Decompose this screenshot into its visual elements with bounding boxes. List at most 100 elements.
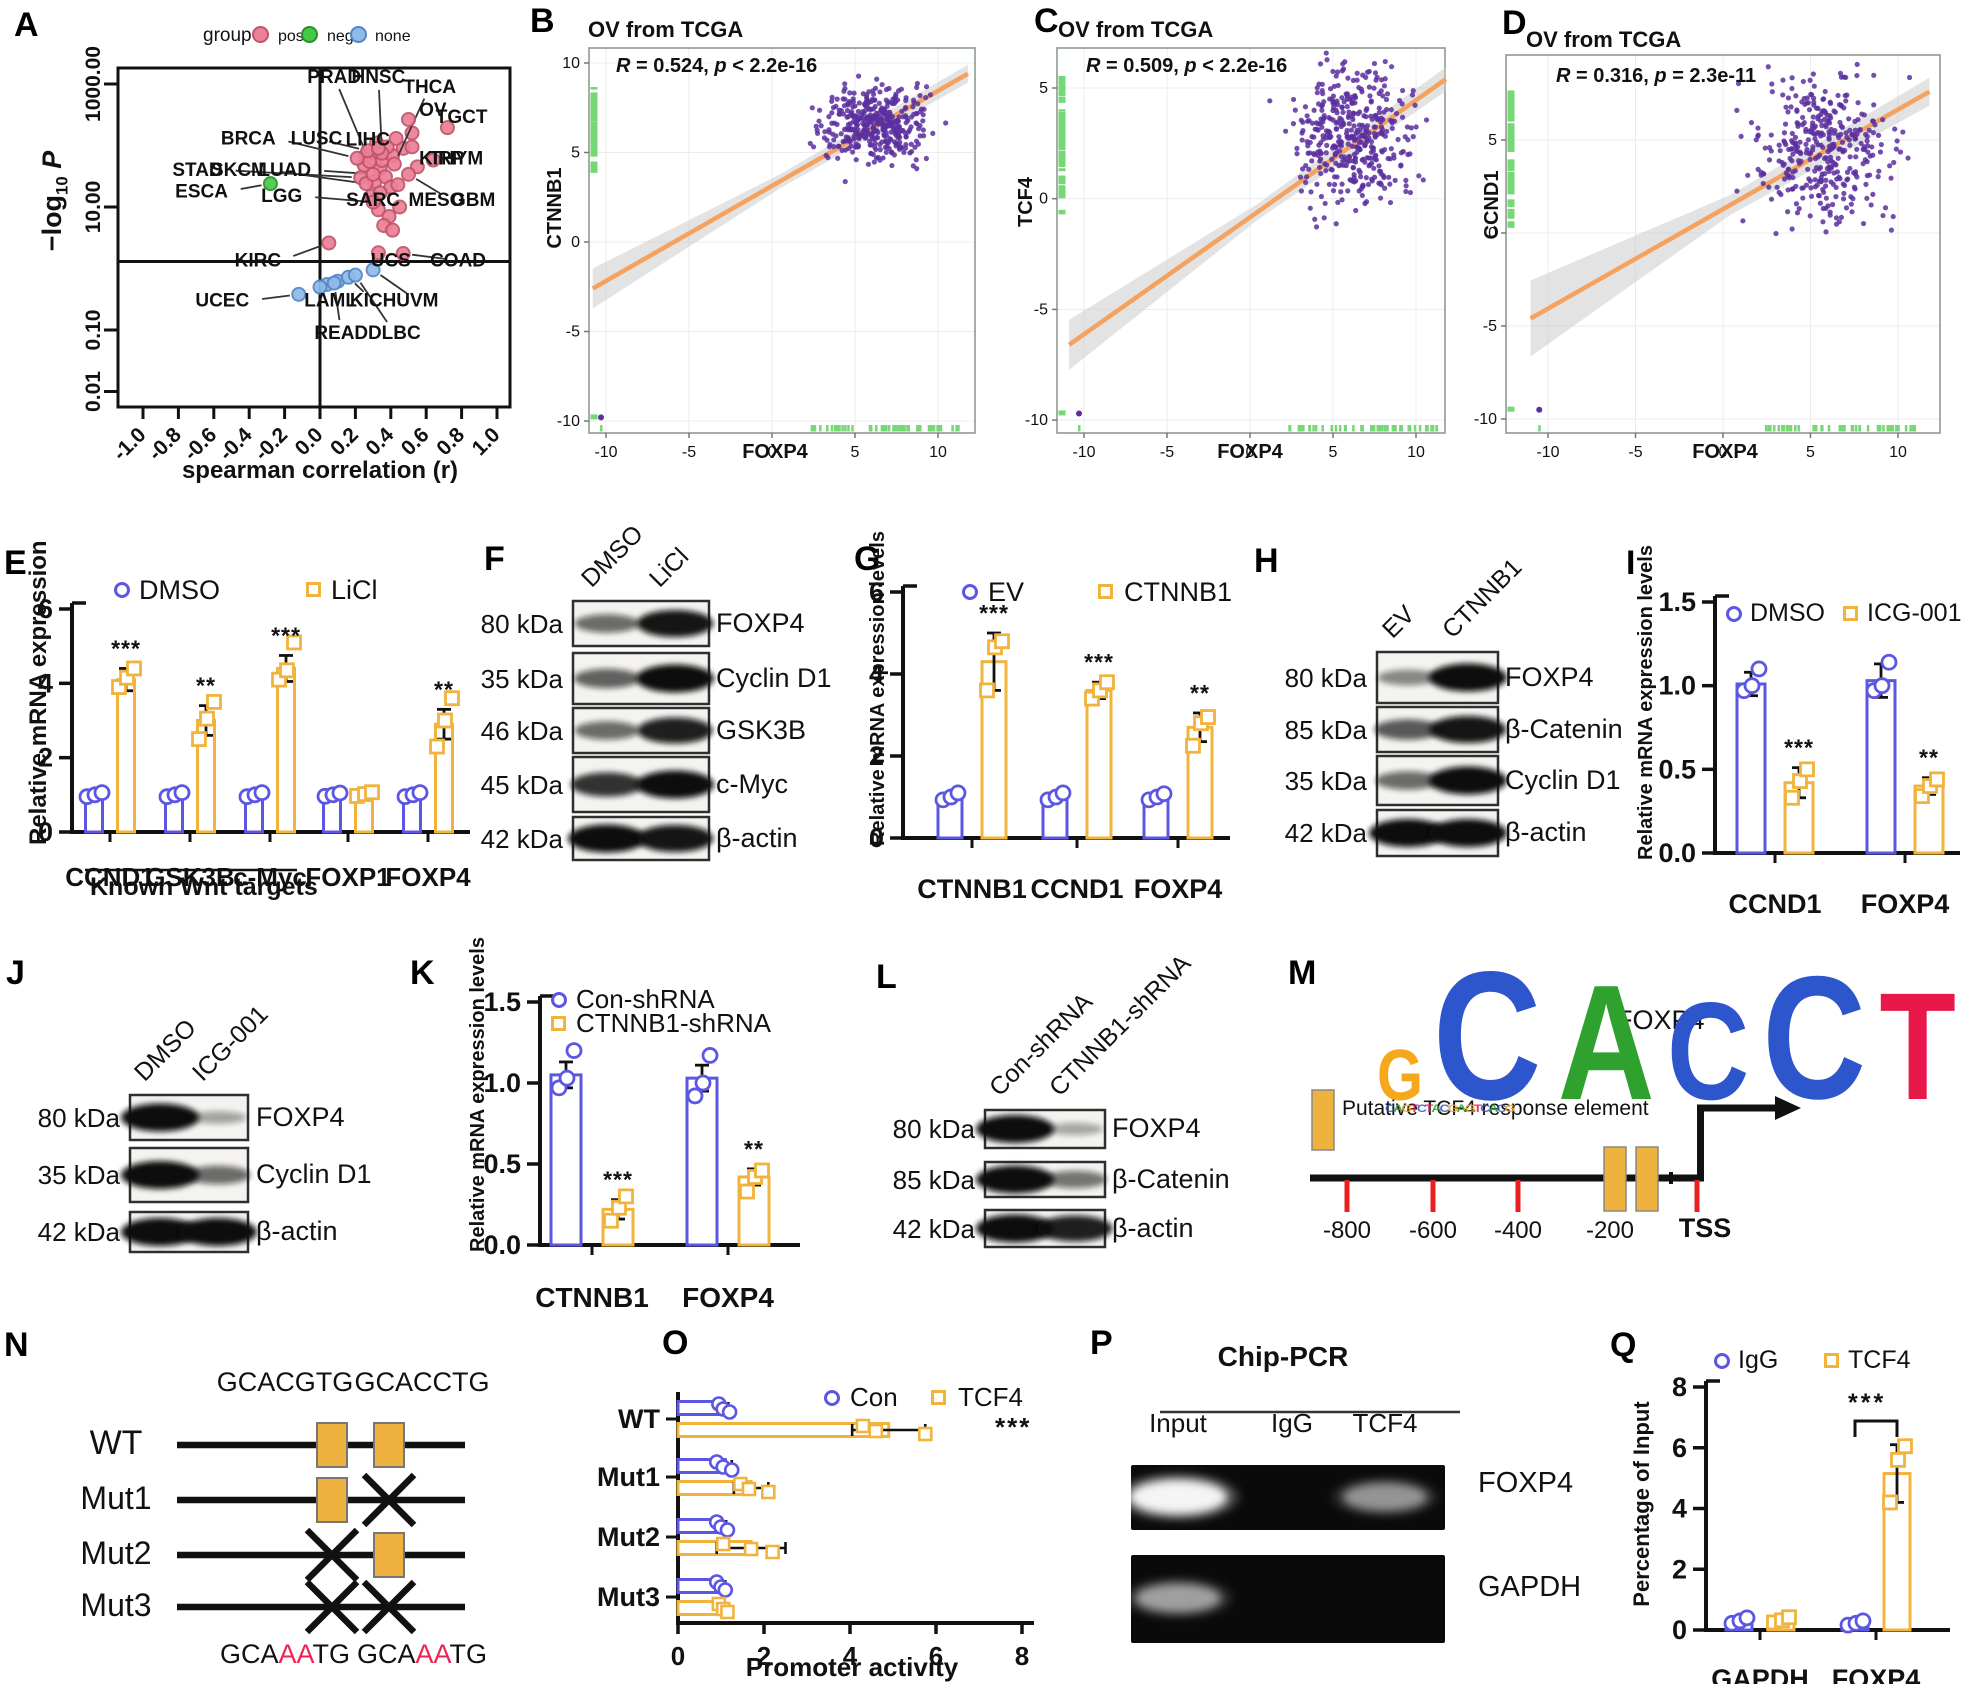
- sample-point: [1734, 107, 1740, 113]
- sample-point: [1833, 215, 1840, 221]
- sample-point: [1800, 195, 1806, 201]
- sample-point: [901, 149, 907, 155]
- sample-point: [914, 80, 920, 87]
- significance-stars: ***: [111, 635, 141, 661]
- cancer-point-pos: [425, 152, 441, 168]
- panel-i-label: I: [1626, 544, 1636, 582]
- kda-label: 46 kDa: [480, 715, 563, 746]
- data-point: [686, 1087, 704, 1105]
- data-point: [429, 738, 445, 755]
- sample-point: [1317, 156, 1324, 162]
- cancer-label-prad: PRAD: [307, 67, 361, 88]
- rug-mark-bottom: [898, 425, 901, 432]
- sample-point: [1378, 171, 1384, 177]
- rug-mark-left: [1058, 175, 1066, 179]
- rug-mark-left: [1058, 209, 1066, 215]
- sample-point: [1869, 144, 1875, 150]
- sample-point: [1311, 134, 1317, 140]
- sample-point: [1766, 184, 1772, 190]
- sample-point: [1319, 107, 1325, 113]
- sample-point: [1330, 93, 1337, 99]
- sample-point: [910, 163, 916, 169]
- blot-band: [636, 609, 714, 638]
- sample-point: [1387, 181, 1393, 187]
- pos-800-label: -800: [1322, 1217, 1372, 1244]
- x-tick-label: 4: [843, 1641, 858, 1671]
- blot-band: [1429, 663, 1507, 692]
- sample-point: [927, 92, 934, 98]
- sample-point: [1356, 140, 1363, 146]
- sample-point: [829, 110, 835, 116]
- sample-point: [911, 111, 917, 117]
- sample-point: [930, 130, 936, 137]
- rug-mark-left: [1058, 81, 1066, 88]
- rug-mark-left: [590, 95, 598, 102]
- sample-point: [920, 118, 926, 124]
- sample-point: [1416, 173, 1422, 179]
- rug-mark-left: [590, 128, 598, 133]
- sample-point: [1781, 130, 1788, 136]
- sample-point: [847, 90, 853, 96]
- sample-point: [1864, 138, 1870, 144]
- sample-point: [1820, 186, 1826, 193]
- sample-point: [1376, 105, 1382, 111]
- sample-point: [1308, 189, 1314, 195]
- sample-point: [1399, 87, 1406, 94]
- sample-point: [1343, 91, 1349, 97]
- sample-point: [1369, 116, 1375, 122]
- scatter-c-y-title: TCF4: [1015, 177, 1037, 227]
- sample-point: [1808, 193, 1815, 199]
- panel-h-label: H: [1254, 542, 1279, 580]
- sample-point: [1403, 188, 1409, 195]
- cancer-label-meso: MESO: [409, 190, 465, 211]
- sample-point: [1317, 61, 1324, 67]
- rug-mark-bottom: [1882, 425, 1885, 432]
- rug-mark-left: [1058, 185, 1066, 192]
- x-tick-label: 0.0: [291, 423, 328, 460]
- wt-site1-sequence: GCACGTG: [216, 1367, 354, 1397]
- rug-mark-left: [590, 121, 598, 128]
- rug-mark-outlier: [1538, 425, 1541, 432]
- cancer-label-laml: LAML: [304, 291, 357, 312]
- data-point: [444, 690, 460, 707]
- x-tick-label: 0: [1246, 444, 1255, 461]
- sample-point: [1828, 165, 1834, 171]
- sample-point: [1790, 169, 1796, 175]
- rug-mark-bottom: [1435, 425, 1439, 432]
- sample-point: [1789, 130, 1795, 137]
- sample-point: [1335, 199, 1341, 206]
- data-point: [717, 1582, 734, 1598]
- rug-mark-bottom: [1321, 425, 1324, 432]
- x-tick-label: -1.0: [109, 423, 151, 465]
- scatter-d-stats: R = 0.316, p = 2.3e-11: [1556, 65, 1757, 87]
- sample-point: [1407, 189, 1414, 196]
- rug-mark-left: [590, 139, 598, 148]
- sample-point: [1789, 146, 1795, 152]
- rug-mark-bottom: [1843, 425, 1846, 432]
- sample-point: [1359, 89, 1365, 95]
- x-tick-label: 5: [851, 444, 860, 461]
- rug-mark-bottom: [907, 425, 910, 432]
- sample-point: [877, 141, 883, 148]
- data-point: [1873, 677, 1891, 695]
- sample-point: [917, 109, 923, 115]
- sample-point: [1880, 117, 1886, 123]
- leader-line: [415, 178, 441, 195]
- sample-point: [1878, 141, 1884, 148]
- leader-line: [315, 196, 365, 203]
- rug-mark-left: [1058, 161, 1066, 167]
- sample-point: [889, 162, 895, 169]
- sample-point: [825, 154, 831, 161]
- scatter-d-title: OV from TCGA: [1526, 27, 1682, 52]
- rug-mark-left: [1058, 145, 1066, 148]
- sample-point: [1831, 108, 1837, 114]
- sample-point: [838, 131, 844, 137]
- category-label: FOXP4: [1832, 1664, 1921, 1684]
- sample-point: [914, 121, 920, 127]
- sample-point: [1351, 172, 1357, 178]
- sample-point: [877, 89, 883, 95]
- rug-mark-bottom: [1911, 425, 1915, 432]
- data-point: [1890, 1452, 1906, 1468]
- panel-p-label: P: [1090, 1324, 1113, 1362]
- sample-point: [841, 138, 848, 144]
